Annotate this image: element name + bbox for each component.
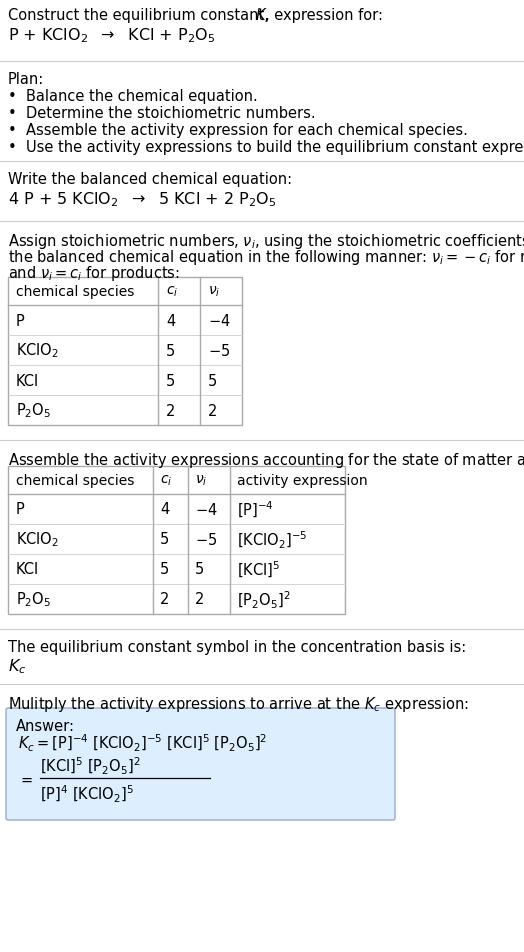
Text: 2: 2 bbox=[208, 403, 217, 418]
Text: 5: 5 bbox=[160, 562, 169, 577]
Text: $K_c = [\mathrm{P}]^{-4}\ [\mathrm{KClO_2}]^{-5}\ [\mathrm{KCl}]^{5}\ [\mathrm{P: $K_c = [\mathrm{P}]^{-4}\ [\mathrm{KClO_… bbox=[18, 732, 267, 753]
Text: P$_2$O$_5$: P$_2$O$_5$ bbox=[16, 401, 51, 420]
Text: $c_i$: $c_i$ bbox=[166, 285, 178, 299]
Text: activity expression: activity expression bbox=[237, 473, 368, 487]
Text: Answer:: Answer: bbox=[16, 718, 75, 733]
Text: Construct the equilibrium constant,: Construct the equilibrium constant, bbox=[8, 8, 274, 23]
Text: $\nu_i$: $\nu_i$ bbox=[208, 285, 221, 299]
Text: and $\nu_i = c_i$ for products:: and $\nu_i = c_i$ for products: bbox=[8, 264, 180, 283]
Text: [P]$^{-4}$: [P]$^{-4}$ bbox=[237, 500, 274, 520]
Text: Write the balanced chemical equation:: Write the balanced chemical equation: bbox=[8, 171, 292, 187]
Text: [P$_2$O$_5$]$^2$: [P$_2$O$_5$]$^2$ bbox=[237, 589, 290, 610]
FancyBboxPatch shape bbox=[6, 708, 395, 820]
Text: $\nu_i$: $\nu_i$ bbox=[195, 473, 208, 487]
Text: 5: 5 bbox=[160, 532, 169, 547]
Text: , expression for:: , expression for: bbox=[265, 8, 383, 23]
Text: P + KClO$_2$  $\rightarrow$  KCl + P$_2$O$_5$: P + KClO$_2$ $\rightarrow$ KCl + P$_2$O$… bbox=[8, 26, 215, 45]
Text: Mulitply the activity expressions to arrive at the $K_c$ expression:: Mulitply the activity expressions to arr… bbox=[8, 694, 469, 713]
Text: 4 P + 5 KClO$_2$  $\rightarrow$  5 KCl + 2 P$_2$O$_5$: 4 P + 5 KClO$_2$ $\rightarrow$ 5 KCl + 2… bbox=[8, 189, 277, 208]
Text: 2: 2 bbox=[166, 403, 176, 418]
Text: •  Determine the stoichiometric numbers.: • Determine the stoichiometric numbers. bbox=[8, 106, 315, 121]
Text: $c_i$: $c_i$ bbox=[160, 473, 172, 487]
Text: 5: 5 bbox=[195, 562, 204, 577]
Text: $K_c$: $K_c$ bbox=[8, 656, 26, 675]
Text: •  Assemble the activity expression for each chemical species.: • Assemble the activity expression for e… bbox=[8, 123, 468, 138]
Text: 5: 5 bbox=[166, 343, 175, 358]
Text: The equilibrium constant symbol in the concentration basis is:: The equilibrium constant symbol in the c… bbox=[8, 640, 466, 654]
Text: 4: 4 bbox=[160, 502, 169, 517]
Text: •  Balance the chemical equation.: • Balance the chemical equation. bbox=[8, 89, 258, 104]
Text: P: P bbox=[16, 502, 25, 517]
Text: KCl: KCl bbox=[16, 562, 39, 577]
Text: KClO$_2$: KClO$_2$ bbox=[16, 341, 59, 360]
Text: chemical species: chemical species bbox=[16, 285, 134, 299]
Text: 5: 5 bbox=[166, 373, 175, 388]
Bar bbox=[8, 278, 242, 426]
Text: 4: 4 bbox=[166, 313, 175, 328]
Text: the balanced chemical equation in the following manner: $\nu_i = -c_i$ for react: the balanced chemical equation in the fo… bbox=[8, 248, 524, 267]
Text: KCl: KCl bbox=[16, 373, 39, 388]
Text: $-$5: $-$5 bbox=[195, 531, 217, 547]
Text: $-$5: $-$5 bbox=[208, 343, 230, 359]
Text: $[\mathrm{KCl}]^5\ [\mathrm{P_2O_5}]^2$: $[\mathrm{KCl}]^5\ [\mathrm{P_2O_5}]^2$ bbox=[40, 755, 140, 776]
Bar bbox=[8, 466, 345, 614]
Text: 2: 2 bbox=[160, 592, 169, 606]
Text: chemical species: chemical species bbox=[16, 473, 134, 487]
Text: $-$4: $-$4 bbox=[208, 312, 231, 328]
Text: $-$4: $-$4 bbox=[195, 502, 217, 518]
Text: •  Use the activity expressions to build the equilibrium constant expression.: • Use the activity expressions to build … bbox=[8, 140, 524, 155]
Text: $[\mathrm{P}]^4\ [\mathrm{KClO_2}]^5$: $[\mathrm{P}]^4\ [\mathrm{KClO_2}]^5$ bbox=[40, 783, 134, 803]
Text: P: P bbox=[16, 313, 25, 328]
Text: [KCl]$^5$: [KCl]$^5$ bbox=[237, 560, 280, 580]
Text: P$_2$O$_5$: P$_2$O$_5$ bbox=[16, 590, 51, 608]
Text: 2: 2 bbox=[195, 592, 204, 606]
Text: Assign stoichiometric numbers, $\nu_i$, using the stoichiometric coefficients, $: Assign stoichiometric numbers, $\nu_i$, … bbox=[8, 231, 524, 250]
Text: K: K bbox=[256, 8, 266, 23]
Text: KClO$_2$: KClO$_2$ bbox=[16, 530, 59, 548]
Text: $= $: $= $ bbox=[18, 771, 34, 785]
Text: Plan:: Plan: bbox=[8, 72, 44, 87]
Text: 5: 5 bbox=[208, 373, 217, 388]
Text: [KClO$_2$]$^{-5}$: [KClO$_2$]$^{-5}$ bbox=[237, 529, 307, 550]
Text: Assemble the activity expressions accounting for the state of matter and $\nu_i$: Assemble the activity expressions accoun… bbox=[8, 450, 524, 469]
